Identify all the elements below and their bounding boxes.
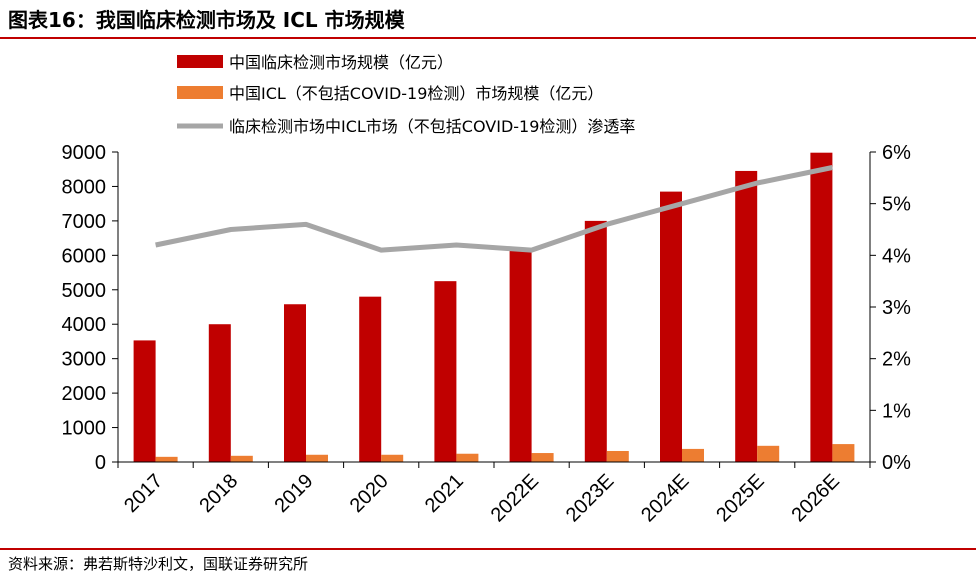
y-left-tick-label: 4000 <box>62 314 107 336</box>
bars <box>133 152 855 462</box>
bar-icl-2020 <box>381 454 404 462</box>
y-right-tick-label: 3% <box>882 297 911 319</box>
y-left-tick-label: 7000 <box>62 211 107 233</box>
legend-swatch-1 <box>177 55 223 68</box>
bar-icl-2022E <box>531 453 554 462</box>
x-tick-label-2021: 2021 <box>421 470 468 517</box>
penetration-line <box>155 165 833 253</box>
bar-clinical-2017 <box>133 340 156 462</box>
bar-clinical-2024E <box>660 191 682 462</box>
source-note: 资料来源：弗若斯特沙利文，国联证券研究所 <box>8 555 309 573</box>
x-tick-label-2020: 2020 <box>346 470 393 517</box>
top-divider <box>0 37 976 39</box>
y-left-tick-label: 6000 <box>62 245 107 267</box>
y-left-tick-label: 9000 <box>62 142 107 164</box>
legend-label-2: 中国ICL（不包括COVID-19检测）市场规模（亿元） <box>229 84 603 103</box>
y-right-tick-label: 6% <box>882 142 911 164</box>
y-left-tick-label: 8000 <box>62 176 107 198</box>
figure-title: 图表16：我国临床检测市场及 ICL 市场规模 <box>8 8 405 32</box>
chart: 中国临床检测市场规模（亿元） 中国ICL（不包括COVID-19检测）市场规模（亿… <box>62 53 912 526</box>
x-tick-label-2025E: 2025E <box>712 470 768 526</box>
bar-icl-2018 <box>230 455 253 462</box>
bar-icl-2026E <box>832 444 855 462</box>
bar-clinical-2026E <box>810 152 833 462</box>
x-tick-label-2017: 2017 <box>120 470 167 517</box>
y-right-tick-label: 1% <box>882 400 911 422</box>
bar-clinical-2019 <box>284 304 306 462</box>
y-left-tick-label: 5000 <box>62 280 107 302</box>
x-axis: 2017 2018 2019 2020 2021 2022E 2023E 2024E 2025E… <box>117 461 871 526</box>
x-tick-label-2018: 2018 <box>195 470 242 517</box>
y-right-tick-label: 0% <box>882 452 911 474</box>
bar-clinical-2018 <box>208 324 231 462</box>
y-left-tick-label: 3000 <box>62 349 107 371</box>
y-right-tick-label: 4% <box>882 245 911 267</box>
legend-label-3: 临床检测市场中ICL市场（不包括COVID-19检测）渗透率 <box>229 117 635 136</box>
penetration-line-path <box>155 165 833 253</box>
bottom-divider <box>0 548 976 550</box>
y-axis-right: 0% 1% 2% 3% 4% 5% 6% <box>869 142 911 474</box>
bar-icl-2024E <box>682 448 704 462</box>
x-tick-label-2022E: 2022E <box>487 470 543 526</box>
x-tick-label-2019: 2019 <box>271 470 318 517</box>
y-left-tick-label: 1000 <box>62 418 107 440</box>
bar-icl-2017 <box>155 456 178 462</box>
legend-label-1: 中国临床检测市场规模（亿元） <box>229 53 453 72</box>
y-left-tick-label: 2000 <box>62 383 107 405</box>
bar-clinical-2025E <box>735 170 758 462</box>
bar-clinical-2020 <box>359 296 382 462</box>
bar-icl-2019 <box>306 454 328 462</box>
x-tick-label-2026E: 2026E <box>787 470 843 526</box>
bar-clinical-2021 <box>434 281 457 462</box>
legend-swatch-2 <box>177 86 223 99</box>
x-tick-label-2024E: 2024E <box>637 470 693 526</box>
bar-icl-2025E <box>757 445 780 462</box>
x-tick-label-2023E: 2023E <box>562 470 618 526</box>
y-left-tick-label: 0 <box>95 452 106 474</box>
y-right-tick-label: 2% <box>882 349 911 371</box>
y-axis-left: 0 1000 2000 3000 4000 5000 6000 7000 8000 9000 <box>62 142 119 474</box>
bar-clinical-2022E <box>509 249 532 462</box>
y-right-tick-label: 5% <box>882 194 911 216</box>
bar-icl-2021 <box>456 453 479 462</box>
bar-icl-2023E <box>606 450 629 462</box>
legend: 中国临床检测市场规模（亿元） 中国ICL（不包括COVID-19检测）市场规模（亿… <box>177 53 635 136</box>
bar-clinical-2023E <box>584 220 607 462</box>
